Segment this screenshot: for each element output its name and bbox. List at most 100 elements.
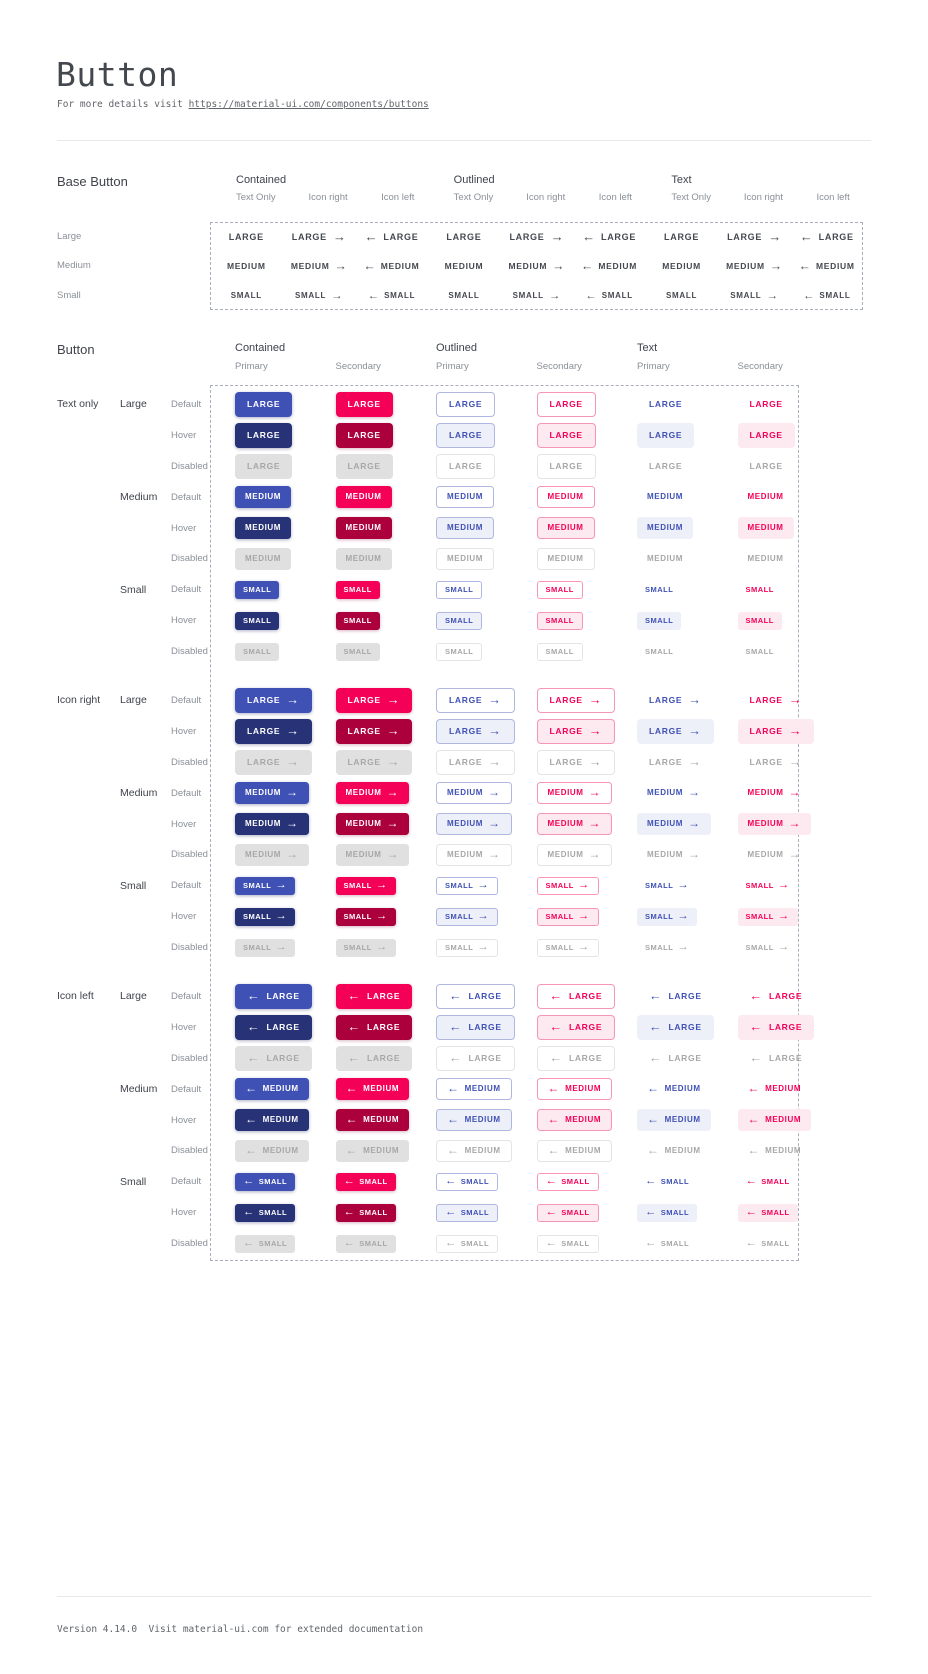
button-text-secondary-large-default-icon-left[interactable]: ← LARGE bbox=[738, 984, 815, 1009]
button-contained-primary-large-default[interactable]: LARGE bbox=[235, 391, 293, 417]
button-contained-secondary-medium-default-icon-right[interactable]: MEDIUM → bbox=[335, 782, 410, 805]
base-button-medium-icon-right[interactable]: MEDIUM → bbox=[726, 259, 782, 272]
button-text-primary-small-default-icon-right[interactable]: SMALL → bbox=[637, 877, 697, 895]
button-text-primary-medium-default-icon-right[interactable]: MEDIUM → bbox=[637, 782, 711, 804]
button-contained-primary-medium-hover-icon-right[interactable]: MEDIUM → bbox=[235, 813, 309, 836]
button-text-primary-small-hover-icon-right[interactable]: SMALL → bbox=[637, 907, 698, 926]
button-contained-secondary-large-default-icon-right[interactable]: LARGE → bbox=[335, 687, 413, 713]
button-outlined-primary-medium-disabled[interactable]: MEDIUM bbox=[436, 547, 495, 570]
base-button-large-icon-left[interactable]: ← LARGE bbox=[364, 230, 418, 243]
button-contained-secondary-small-default-icon-right[interactable]: SMALL → bbox=[335, 876, 396, 895]
button-contained-primary-small-disabled-icon-left[interactable]: ← SMALL bbox=[235, 1234, 296, 1253]
button-outlined-primary-small-disabled-icon-right[interactable]: SMALL → bbox=[436, 938, 499, 957]
button-contained-secondary-large-disabled-icon-left[interactable]: ← LARGE bbox=[335, 1045, 413, 1071]
button-contained-secondary-large-default-icon-left[interactable]: ← LARGE bbox=[335, 983, 413, 1009]
button-text-secondary-small-hover-icon-right[interactable]: SMALL → bbox=[737, 907, 798, 926]
button-text-secondary-medium-disabled-icon-right[interactable]: MEDIUM → bbox=[738, 844, 812, 866]
button-outlined-secondary-large-default-icon-right[interactable]: LARGE → bbox=[536, 687, 616, 713]
button-contained-primary-medium-hover[interactable]: MEDIUM bbox=[235, 517, 292, 540]
button-contained-primary-large-hover[interactable]: LARGE bbox=[235, 422, 293, 448]
button-outlined-secondary-small-hover-icon-right[interactable]: SMALL → bbox=[536, 907, 599, 926]
button-contained-secondary-small-disabled[interactable]: SMALL bbox=[335, 642, 380, 661]
button-contained-secondary-small-disabled-icon-left[interactable]: ← SMALL bbox=[335, 1234, 396, 1253]
button-text-primary-medium-hover-icon-left[interactable]: ← MEDIUM bbox=[637, 1109, 711, 1132]
button-text-secondary-large-disabled[interactable]: LARGE bbox=[738, 454, 795, 479]
base-button-medium-icon-right[interactable]: MEDIUM → bbox=[291, 259, 347, 272]
button-outlined-secondary-large-hover[interactable]: LARGE bbox=[536, 422, 596, 448]
button-outlined-secondary-medium-hover-icon-left[interactable]: ← MEDIUM bbox=[536, 1109, 613, 1132]
button-text-secondary-small-disabled[interactable]: SMALL bbox=[738, 643, 782, 661]
button-contained-secondary-small-default-icon-left[interactable]: ← SMALL bbox=[335, 1172, 396, 1191]
button-contained-primary-small-disabled[interactable]: SMALL bbox=[235, 642, 280, 661]
button-outlined-primary-large-disabled-icon-right[interactable]: LARGE → bbox=[436, 749, 515, 775]
base-button-large-text-only[interactable]: LARGE bbox=[664, 232, 699, 242]
button-text-secondary-medium-default-icon-left[interactable]: ← MEDIUM bbox=[738, 1078, 812, 1100]
button-outlined-primary-medium-default[interactable]: MEDIUM bbox=[436, 486, 495, 509]
button-text-secondary-small-default[interactable]: SMALL bbox=[738, 581, 782, 599]
button-outlined-primary-large-disabled[interactable]: LARGE bbox=[436, 453, 496, 479]
base-button-large-text-only[interactable]: LARGE bbox=[446, 232, 481, 242]
button-text-secondary-large-hover[interactable]: LARGE bbox=[737, 422, 795, 448]
button-text-secondary-large-default-icon-right[interactable]: LARGE → bbox=[738, 688, 815, 713]
base-button-large-icon-left[interactable]: ← LARGE bbox=[582, 230, 636, 243]
button-contained-primary-medium-hover-icon-left[interactable]: ← MEDIUM bbox=[235, 1109, 309, 1132]
button-contained-primary-small-hover-icon-right[interactable]: SMALL → bbox=[235, 907, 296, 926]
button-outlined-secondary-large-default-icon-left[interactable]: ← LARGE bbox=[536, 983, 616, 1009]
button-contained-secondary-medium-default-icon-left[interactable]: ← MEDIUM bbox=[335, 1078, 410, 1101]
button-text-primary-medium-disabled-icon-right[interactable]: MEDIUM → bbox=[637, 844, 711, 866]
button-outlined-secondary-large-hover-icon-right[interactable]: LARGE → bbox=[536, 718, 616, 744]
base-button-medium-icon-left[interactable]: ← MEDIUM bbox=[581, 259, 637, 272]
button-contained-primary-large-disabled-icon-left[interactable]: ← LARGE bbox=[235, 1045, 312, 1071]
base-button-small-icon-left[interactable]: ← SMALL bbox=[803, 289, 851, 302]
button-outlined-primary-small-disabled[interactable]: SMALL bbox=[436, 642, 483, 661]
button-text-primary-large-hover-icon-left[interactable]: ← LARGE bbox=[637, 1014, 714, 1040]
button-text-primary-large-default-icon-left[interactable]: ← LARGE bbox=[637, 984, 714, 1009]
button-contained-secondary-large-disabled-icon-right[interactable]: LARGE → bbox=[335, 749, 413, 775]
button-contained-secondary-large-hover-icon-right[interactable]: LARGE → bbox=[335, 718, 413, 744]
button-outlined-primary-small-disabled-icon-left[interactable]: ← SMALL bbox=[436, 1234, 499, 1253]
button-outlined-secondary-medium-default-icon-left[interactable]: ← MEDIUM bbox=[536, 1078, 613, 1101]
base-button-medium-text-only[interactable]: MEDIUM bbox=[445, 261, 484, 271]
button-contained-secondary-small-hover-icon-left[interactable]: ← SMALL bbox=[335, 1203, 396, 1222]
button-contained-primary-large-disabled[interactable]: LARGE bbox=[235, 453, 293, 479]
button-contained-secondary-medium-default[interactable]: MEDIUM bbox=[335, 486, 392, 509]
button-text-primary-small-hover[interactable]: SMALL bbox=[637, 611, 682, 630]
base-button-small-text-only[interactable]: SMALL bbox=[448, 291, 479, 300]
button-text-secondary-large-hover-icon-right[interactable]: LARGE → bbox=[737, 718, 815, 744]
button-text-secondary-small-disabled-icon-left[interactable]: ← SMALL bbox=[738, 1235, 798, 1253]
button-outlined-secondary-small-disabled[interactable]: SMALL bbox=[536, 642, 583, 661]
button-outlined-primary-small-default-icon-right[interactable]: SMALL → bbox=[436, 876, 499, 895]
button-contained-primary-large-hover-icon-left[interactable]: ← LARGE bbox=[235, 1014, 312, 1040]
button-outlined-primary-small-default-icon-left[interactable]: ← SMALL bbox=[436, 1172, 499, 1191]
button-outlined-secondary-medium-disabled-icon-right[interactable]: MEDIUM → bbox=[536, 843, 613, 866]
base-button-small-icon-left[interactable]: ← SMALL bbox=[585, 289, 633, 302]
button-outlined-secondary-large-disabled[interactable]: LARGE bbox=[536, 453, 596, 479]
button-text-primary-medium-hover[interactable]: MEDIUM bbox=[637, 517, 694, 540]
button-contained-primary-small-default-icon-right[interactable]: SMALL → bbox=[235, 876, 296, 895]
button-outlined-secondary-medium-hover[interactable]: MEDIUM bbox=[536, 517, 595, 540]
button-outlined-secondary-medium-disabled[interactable]: MEDIUM bbox=[536, 547, 595, 570]
button-text-secondary-small-hover[interactable]: SMALL bbox=[737, 611, 782, 630]
button-outlined-primary-medium-hover-icon-right[interactable]: MEDIUM → bbox=[436, 813, 512, 836]
button-text-primary-small-disabled[interactable]: SMALL bbox=[637, 643, 681, 661]
base-button-large-icon-right[interactable]: LARGE → bbox=[292, 230, 346, 243]
base-button-large-icon-right[interactable]: LARGE → bbox=[727, 230, 781, 243]
button-outlined-secondary-large-default[interactable]: LARGE bbox=[536, 391, 596, 417]
base-button-small-icon-right[interactable]: SMALL → bbox=[513, 289, 561, 302]
button-contained-primary-medium-disabled[interactable]: MEDIUM bbox=[235, 547, 292, 570]
button-text-primary-small-default[interactable]: SMALL bbox=[637, 581, 681, 599]
button-contained-secondary-medium-hover[interactable]: MEDIUM bbox=[335, 517, 392, 540]
button-text-primary-large-disabled[interactable]: LARGE bbox=[637, 454, 694, 479]
button-text-secondary-large-hover-icon-left[interactable]: ← LARGE bbox=[737, 1014, 815, 1040]
button-outlined-primary-medium-hover-icon-left[interactable]: ← MEDIUM bbox=[436, 1109, 512, 1132]
docs-link[interactable]: https://material-ui.com/components/butto… bbox=[188, 99, 429, 110]
button-outlined-primary-medium-default-icon-right[interactable]: MEDIUM → bbox=[436, 782, 512, 805]
base-button-small-icon-left[interactable]: ← SMALL bbox=[368, 289, 416, 302]
button-outlined-secondary-small-default-icon-left[interactable]: ← SMALL bbox=[536, 1172, 599, 1191]
button-outlined-primary-small-hover[interactable]: SMALL bbox=[436, 611, 483, 630]
button-outlined-secondary-small-hover-icon-left[interactable]: ← SMALL bbox=[536, 1203, 599, 1222]
button-outlined-secondary-medium-disabled-icon-left[interactable]: ← MEDIUM bbox=[536, 1139, 613, 1162]
base-button-large-icon-left[interactable]: ← LARGE bbox=[800, 230, 854, 243]
button-contained-secondary-medium-disabled-icon-right[interactable]: MEDIUM → bbox=[335, 843, 410, 866]
button-contained-secondary-small-disabled-icon-right[interactable]: SMALL → bbox=[335, 938, 396, 957]
